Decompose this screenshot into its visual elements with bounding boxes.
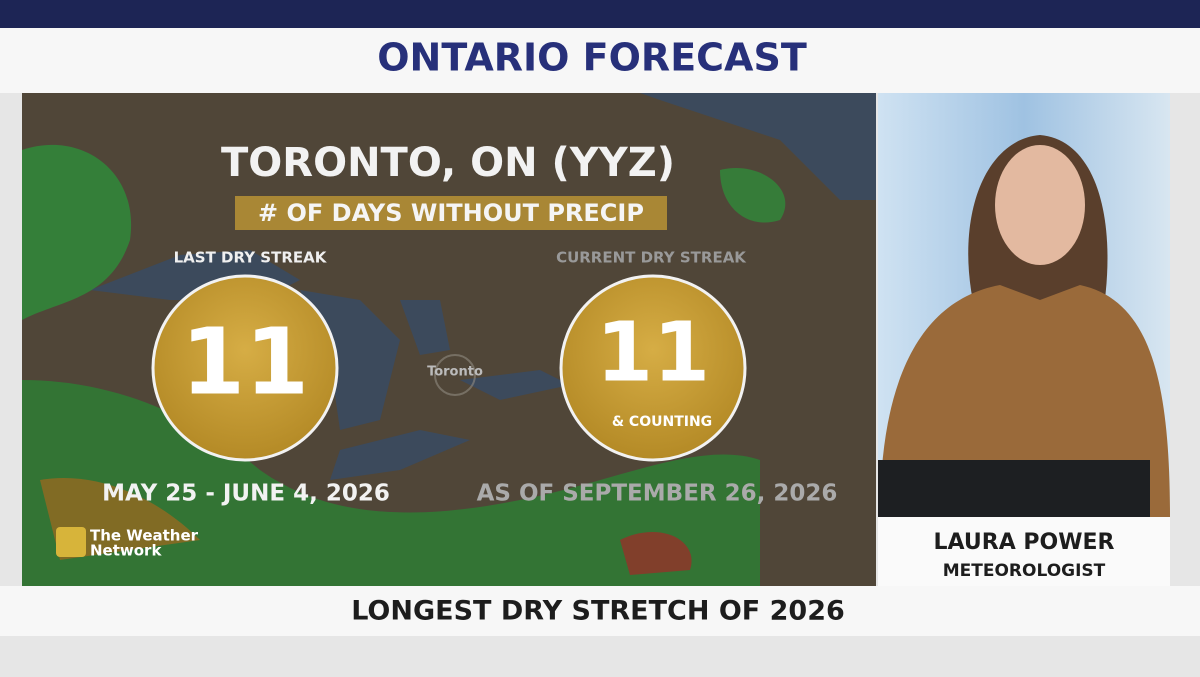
logo-text: Network [90, 542, 162, 560]
top-band [0, 0, 1200, 28]
streak-label: CURRENT DRY STREAK [556, 249, 747, 267]
streak-circle [151, 274, 339, 462]
presenter-role: METEOROLOGIST [943, 561, 1106, 581]
presenter-name: LAURA POWER [934, 530, 1115, 555]
streak-note: & COUNTING [612, 414, 712, 430]
streak-value: 11 [596, 305, 710, 400]
title: ONTARIO FORECAST [377, 36, 807, 80]
map-label: Toronto [427, 365, 483, 380]
streak-value: 11 [181, 308, 309, 415]
presenter-video [878, 93, 1170, 517]
location: TORONTO, ON (YYZ) [221, 140, 675, 186]
logo-text: The Weather [90, 527, 199, 545]
subtitle: # OF DAYS WITHOUT PRECIP [258, 199, 644, 227]
streak-date: AS OF SEPTEMBER 26, 2026 [477, 481, 838, 507]
caption-bar [0, 586, 1200, 636]
caption: LONGEST DRY STRETCH OF 2026 [351, 596, 845, 627]
name-box [878, 517, 1170, 586]
title-bar [0, 28, 1200, 93]
logo-icon [56, 527, 86, 557]
subtitle-box [235, 196, 667, 230]
streak-label: LAST DRY STREAK [174, 249, 328, 267]
streak-date: MAY 25 - JUNE 4, 2026 [102, 481, 390, 507]
streak-circle [559, 274, 747, 462]
